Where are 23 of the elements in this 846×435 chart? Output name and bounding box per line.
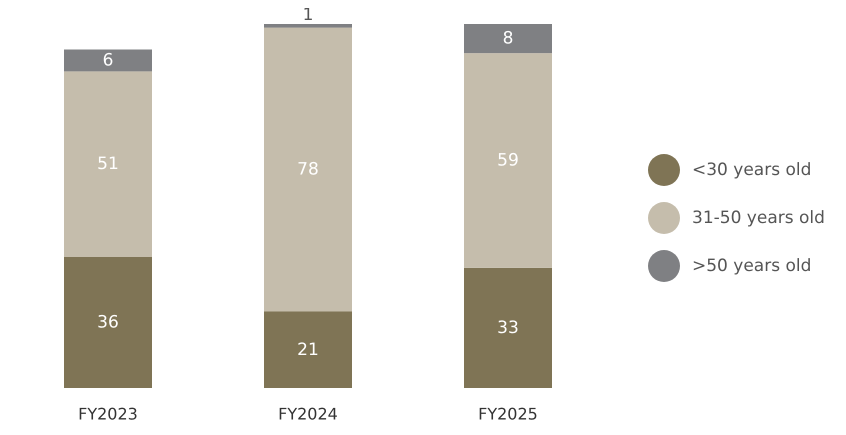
bar	[464, 24, 552, 54]
data-label: 59	[497, 150, 519, 170]
bar	[464, 53, 552, 268]
legend-label: <30 years old	[692, 160, 812, 180]
bar	[264, 28, 352, 312]
data-label: 51	[97, 154, 119, 174]
legend-label: 31-50 years old	[692, 208, 825, 228]
x-tick-label: FY2024	[278, 404, 338, 424]
bar	[64, 256, 152, 388]
data-label: 36	[97, 312, 119, 332]
data-label: 78	[297, 160, 319, 180]
x-tick-label: FY2025	[478, 404, 538, 424]
bar	[64, 71, 152, 257]
data-label: 8	[502, 28, 514, 49]
data-label: 33	[497, 318, 519, 338]
data-label: 21	[297, 340, 319, 360]
x-tick-label: FY2023	[78, 404, 138, 424]
data-label: 6	[102, 50, 114, 70]
bar	[264, 24, 352, 28]
legend-label: >50 years old	[692, 256, 812, 276]
bar	[264, 312, 352, 388]
bar	[464, 268, 552, 388]
bar	[64, 49, 152, 72]
